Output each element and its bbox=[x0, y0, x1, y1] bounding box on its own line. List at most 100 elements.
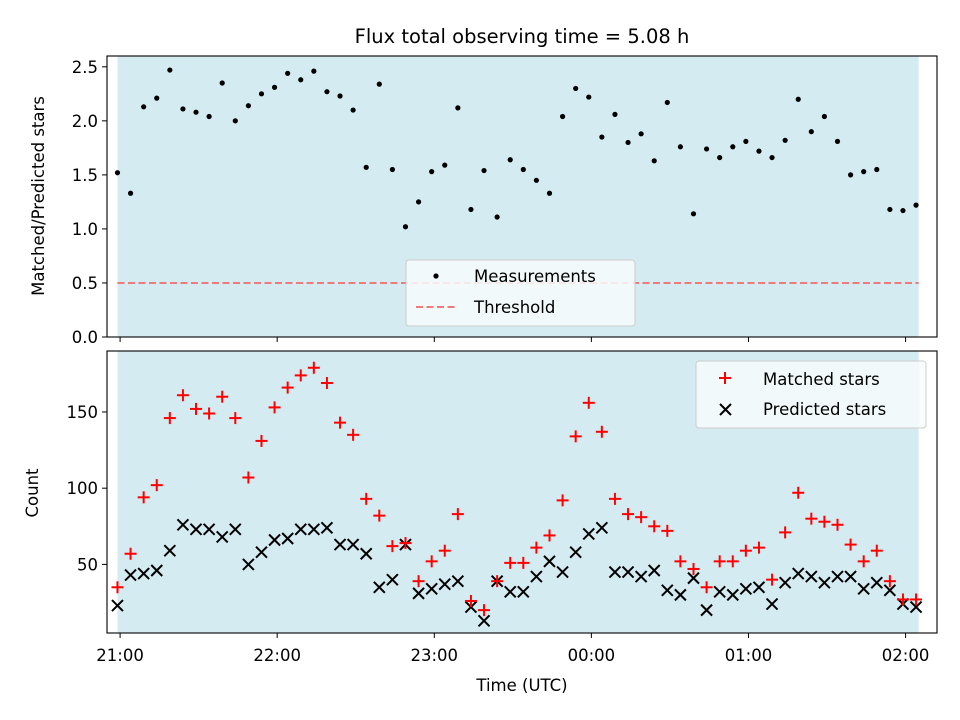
predicted-star-point bbox=[111, 599, 124, 612]
predicted-star-point bbox=[281, 532, 294, 545]
measurement-point bbox=[743, 138, 749, 144]
measurement-point bbox=[730, 144, 736, 150]
count-legend: Matched stars Predicted stars bbox=[695, 360, 927, 429]
matched-star-point bbox=[451, 508, 464, 521]
matched-star-point bbox=[242, 471, 255, 484]
ratio-y-tick-label: 0.0 bbox=[72, 328, 98, 347]
measurement-point bbox=[219, 80, 225, 86]
predicted-star-point bbox=[517, 585, 530, 599]
matched-star-point bbox=[478, 604, 491, 617]
legend-predicted-marker bbox=[719, 403, 732, 416]
predicted-star-point bbox=[176, 518, 190, 531]
measurement-point bbox=[612, 111, 618, 117]
matched-star-point bbox=[268, 401, 281, 414]
measurement-point bbox=[298, 77, 304, 83]
predicted-star-point bbox=[621, 565, 635, 579]
matched-star-point bbox=[530, 541, 543, 554]
predicted-star-point bbox=[412, 587, 425, 600]
predicted-star-point bbox=[189, 523, 203, 536]
matched-star-point bbox=[491, 575, 504, 588]
measurement-point bbox=[520, 166, 526, 173]
predicted-star-point bbox=[438, 578, 451, 591]
measurement-point bbox=[494, 214, 500, 220]
predicted-star-point bbox=[713, 585, 726, 599]
predicted-star-point bbox=[805, 570, 818, 583]
matched-star-point bbox=[870, 544, 883, 557]
predicted-star-point bbox=[870, 576, 883, 589]
matched-star-point bbox=[805, 512, 818, 525]
measurement-point bbox=[847, 172, 854, 178]
measurement-point bbox=[586, 94, 592, 100]
ratio-y-tick-label: 2.5 bbox=[72, 58, 98, 77]
measurement-point bbox=[795, 96, 801, 102]
matched-star-point bbox=[124, 547, 137, 560]
predicted-star-point bbox=[582, 527, 595, 541]
predicted-star-point bbox=[569, 546, 582, 559]
x-axis-label: Time (UTC) bbox=[475, 676, 567, 695]
matched-star-point bbox=[307, 361, 320, 374]
count-y-tick-label: 150 bbox=[67, 403, 99, 422]
predicted-star-point bbox=[831, 570, 844, 583]
matched-star-point bbox=[857, 555, 870, 568]
matched-star-point bbox=[595, 425, 608, 438]
x-tick-label: 23:00 bbox=[411, 646, 459, 665]
matched-star-point bbox=[569, 430, 582, 443]
predicted-star-point bbox=[202, 523, 216, 536]
matched-star-point bbox=[779, 526, 792, 539]
measurement-point bbox=[651, 158, 657, 164]
measurement-point bbox=[363, 164, 369, 170]
measurement-point bbox=[481, 167, 487, 174]
x-tick-label: 02:00 bbox=[882, 646, 930, 665]
matched-star-point bbox=[700, 581, 713, 594]
predicted-star-point bbox=[150, 564, 163, 577]
predicted-star-point bbox=[504, 585, 517, 599]
matched-star-point bbox=[334, 416, 347, 429]
measurement-point bbox=[874, 166, 880, 173]
predicted-star-point bbox=[674, 588, 687, 602]
measurement-point bbox=[376, 81, 382, 87]
matched-star-point bbox=[648, 520, 661, 533]
predicted-star-point bbox=[844, 570, 857, 583]
measurement-point bbox=[703, 146, 710, 152]
matched-star-point bbox=[150, 479, 163, 492]
predicted-star-point bbox=[556, 565, 569, 579]
measurement-point bbox=[180, 106, 186, 112]
matched-star-point bbox=[896, 593, 909, 606]
matched-star-point bbox=[661, 524, 674, 537]
matched-star-point bbox=[464, 594, 477, 607]
predicted-star-point bbox=[752, 581, 766, 594]
matched-star-point bbox=[281, 381, 294, 394]
measurement-point bbox=[887, 206, 893, 213]
predicted-star-point bbox=[425, 582, 438, 596]
matched-star-point bbox=[674, 555, 687, 568]
matched-star-point bbox=[360, 492, 373, 505]
measurement-point bbox=[559, 113, 566, 120]
ratio-y-tick-label: 0.5 bbox=[72, 274, 98, 293]
matched-star-point bbox=[137, 491, 150, 504]
matched-star-point bbox=[412, 575, 425, 588]
matched-star-point bbox=[792, 486, 805, 499]
matched-star-point bbox=[438, 544, 451, 557]
matched-star-point bbox=[504, 556, 517, 569]
predicted-star-point bbox=[346, 538, 360, 551]
measurement-point bbox=[638, 131, 644, 137]
measurement-point bbox=[350, 107, 356, 113]
ratio-y-tick-label: 1.5 bbox=[72, 166, 98, 185]
measurement-point bbox=[756, 148, 762, 154]
predicted-star-point bbox=[464, 600, 478, 614]
matched-star-point bbox=[844, 538, 857, 551]
count-legend-box bbox=[695, 360, 927, 429]
count-y-axis-label: Count bbox=[23, 468, 42, 518]
matched-star-point bbox=[910, 593, 923, 606]
matched-star-point bbox=[556, 494, 569, 507]
measurement-point bbox=[455, 105, 461, 111]
measurement-point bbox=[677, 144, 684, 150]
predicted-star-point bbox=[739, 582, 753, 596]
legend-matched-marker bbox=[719, 372, 731, 384]
matched-star-point bbox=[883, 575, 896, 588]
measurement-point bbox=[821, 113, 828, 120]
predicted-star-point bbox=[700, 603, 713, 617]
predicted-star-point bbox=[242, 558, 255, 571]
predicted-star-point bbox=[883, 584, 897, 597]
